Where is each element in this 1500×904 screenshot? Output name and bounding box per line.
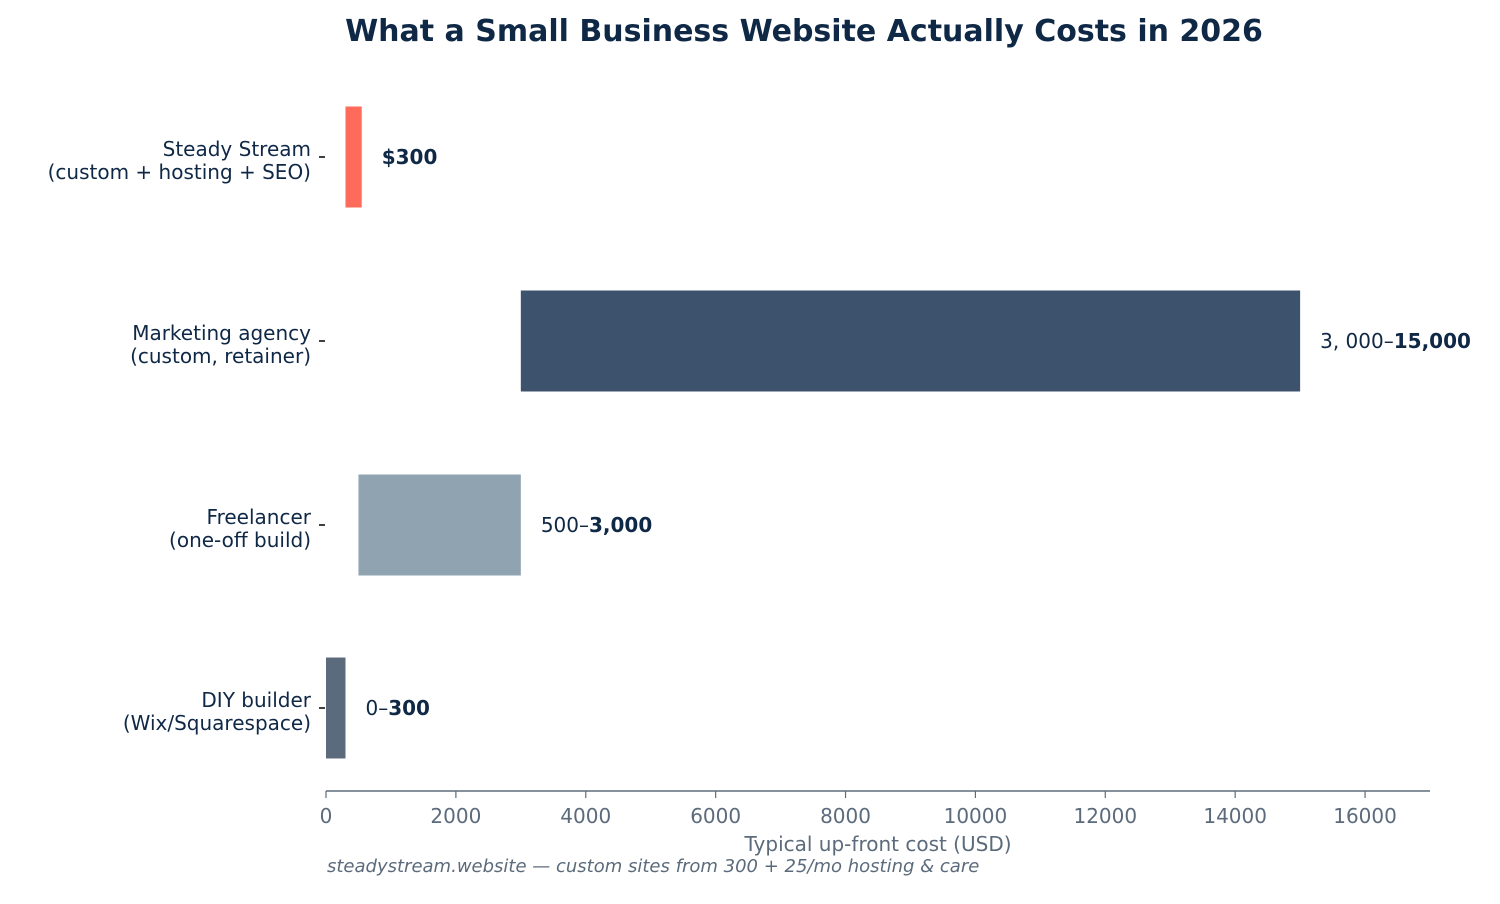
data-label-value-0: $300 <box>382 145 438 169</box>
data-label-0: $300 <box>382 145 438 169</box>
x-tick-label-2: 4000 <box>560 804 611 828</box>
bar-3 <box>326 657 346 759</box>
y-tick-label-line1-0: Steady Stream <box>163 137 311 161</box>
x-tick-label-4: 8000 <box>820 804 871 828</box>
data-label-3: 0–300 <box>365 696 429 720</box>
data-label-prefix-3: 0– <box>365 696 388 720</box>
chart-title: What a Small Business Website Actually C… <box>345 14 1263 49</box>
data-label-prefix-2: 500– <box>541 513 589 537</box>
x-tick-label-5: 10000 <box>944 804 1008 828</box>
data-label-value-2: 3,000 <box>589 513 652 537</box>
y-tick-label-1: Marketing agency (custom, retainer) <box>130 321 311 368</box>
y-tick-label-line2-2: (one-off build) <box>169 528 311 552</box>
data-label-prefix-1: 3, 000– <box>1320 329 1394 353</box>
bar-0 <box>345 106 362 208</box>
x-tick-label-1: 2000 <box>430 804 481 828</box>
y-tick-label-line1-1: Marketing agency <box>132 321 311 345</box>
x-tick-label-6: 12000 <box>1073 804 1137 828</box>
x-tick-label-0: 0 <box>320 804 333 828</box>
x-tick-label-7: 14000 <box>1203 804 1267 828</box>
y-tick-label-line1-3: DIY builder <box>201 688 311 712</box>
bar-2 <box>358 474 521 576</box>
y-tick-label-line2-3: (Wix/Squarespace) <box>123 711 311 735</box>
y-tick-label-line2-0: (custom + hosting + SEO) <box>48 160 311 184</box>
chart-footer-note: steadystream.website — custom sites from… <box>327 856 980 877</box>
y-tick-label-0: Steady Stream (custom + hosting + SEO) <box>48 137 311 184</box>
data-label-value-3: 300 <box>388 696 430 720</box>
y-tick-label-2: Freelancer (one-off build) <box>169 505 312 552</box>
y-tick-label-line1-2: Freelancer <box>207 505 312 529</box>
data-label-1: 3, 000–15,000 <box>1320 329 1471 353</box>
x-axis-label: Typical up-front cost (USD) <box>743 832 1011 856</box>
data-label-value-1: 15,000 <box>1394 329 1471 353</box>
y-tick-label-line2-1: (custom, retainer) <box>130 344 311 368</box>
x-tick-label-3: 6000 <box>690 804 741 828</box>
x-tick-label-8: 16000 <box>1333 804 1397 828</box>
y-tick-label-3: DIY builder (Wix/Squarespace) <box>123 688 312 735</box>
bar-1 <box>520 290 1301 392</box>
data-label-2: 500–3,000 <box>541 513 652 537</box>
